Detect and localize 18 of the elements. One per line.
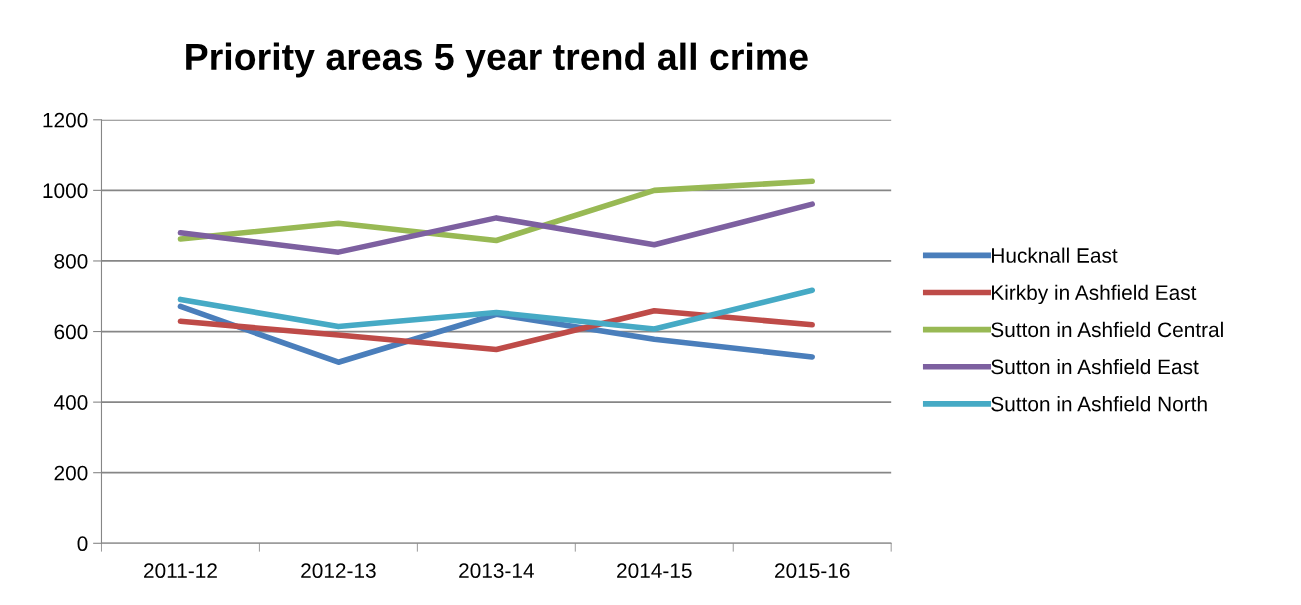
x-tick-label: 2011-12 xyxy=(144,563,217,579)
y-tick-label: 1000 xyxy=(43,183,88,199)
x-tick-label: 2013-14 xyxy=(459,563,534,579)
y-tick-label: 0 xyxy=(77,536,88,552)
x-tick-label: 2012-13 xyxy=(301,563,376,579)
y-tick-label: 400 xyxy=(54,395,88,410)
y-tick-label: 800 xyxy=(54,253,88,269)
chart-title: Priority areas 5 year trend all crime xyxy=(186,42,808,78)
legend-label: Sutton in Ashfield North xyxy=(991,396,1207,412)
y-tick-label: 600 xyxy=(54,324,88,340)
legend-label: Kirkby in Ashfield East xyxy=(992,284,1197,305)
x-tick-label: 2014-15 xyxy=(617,563,692,579)
legend-label: Sutton in Ashfield Central xyxy=(991,321,1223,338)
legend-label: Sutton in Ashfield East xyxy=(991,358,1199,375)
y-tick-label: 200 xyxy=(54,465,88,481)
y-tick-label: 1200 xyxy=(43,112,88,128)
x-tick-label: 2015-16 xyxy=(775,563,850,579)
legend-label: Hucknall East xyxy=(992,247,1118,263)
